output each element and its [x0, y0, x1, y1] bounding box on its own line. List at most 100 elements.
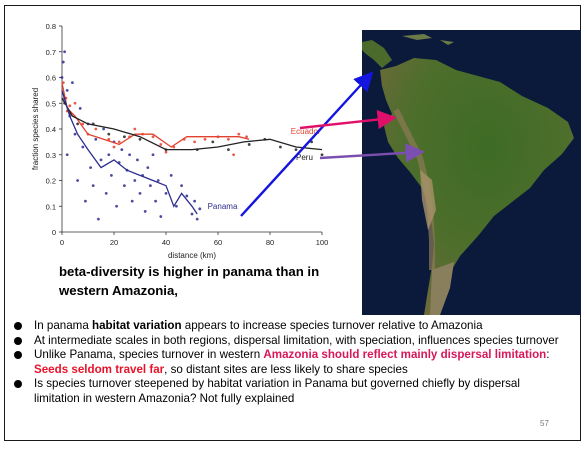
x-tick-label: 20: [110, 238, 118, 247]
data-point-panama: [169, 173, 173, 177]
data-point-panama: [133, 179, 137, 182]
data-point-panama: [154, 199, 158, 203]
data-point-panama: [159, 215, 163, 218]
patagonia-land: [430, 262, 454, 315]
data-point-panama: [120, 148, 124, 152]
x-tick-label: 100: [316, 238, 329, 247]
series-label-ecuador: Ecuador: [291, 127, 321, 136]
data-point-panama: [104, 191, 108, 195]
series-label-peru: Peru: [296, 153, 313, 162]
y-tick-label: 0.4: [46, 125, 56, 134]
data-point-panama: [156, 179, 160, 182]
bullet-text: , so distant sites are less likely to sh…: [164, 362, 408, 376]
page-number: 57: [540, 419, 549, 428]
data-point-panama: [180, 184, 184, 188]
data-point-peru: [247, 143, 251, 146]
data-point-panama: [146, 166, 150, 170]
data-point-ecuador: [151, 135, 155, 139]
bullet-text: :: [546, 348, 550, 362]
data-point-panama: [91, 184, 95, 188]
data-point-panama: [110, 173, 113, 177]
data-point-ecuador: [193, 140, 197, 144]
y-tick-label: 0.3: [46, 151, 56, 160]
bullet-text: At intermediate scales in both regions, …: [34, 333, 559, 347]
data-point-panama: [151, 153, 155, 157]
data-point-ecuador: [203, 137, 207, 141]
data-point-ecuador: [245, 135, 249, 139]
data-point-panama: [190, 212, 194, 216]
data-point-ecuador: [94, 127, 98, 131]
bullet-highlight: Seeds seldom travel far: [34, 362, 165, 376]
bullet-bold: habitat variation: [92, 319, 182, 332]
data-point-panama: [78, 107, 82, 110]
data-point-ecuador: [73, 101, 77, 105]
data-point-panama: [175, 204, 178, 208]
y-tick-label: 0.1: [46, 202, 56, 211]
south-america-map: [362, 30, 581, 315]
data-point-panama: [61, 60, 65, 64]
data-point-panama: [65, 153, 69, 157]
data-point-panama: [185, 194, 189, 198]
data-point-panama: [94, 137, 98, 141]
data-point-peru: [123, 135, 126, 139]
data-point-ecuador: [81, 122, 85, 126]
data-point-panama: [102, 127, 105, 131]
data-point-peru: [279, 145, 282, 149]
data-point-panama: [136, 158, 139, 162]
bullet-dot-icon: [14, 336, 22, 345]
caribbean-islands: [402, 34, 454, 45]
data-point-panama: [84, 199, 87, 203]
data-point-panama: [99, 158, 103, 162]
data-point-panama: [63, 50, 66, 54]
data-point-panama: [107, 153, 111, 157]
bullet-item: In panama habitat variation appears to i…: [12, 319, 567, 334]
data-point-ecuador: [107, 137, 111, 141]
bullet-item: Unlike Panama, species turnover in weste…: [12, 348, 567, 377]
bullet-dot-icon: [14, 322, 22, 330]
data-point-ecuador: [117, 140, 121, 144]
data-point-panama: [89, 166, 92, 170]
data-point-panama: [130, 199, 134, 203]
bullet-dot-icon: [14, 351, 22, 360]
data-point-ecuador: [232, 153, 236, 157]
data-point-panama: [198, 207, 202, 211]
series-ecuador: [61, 81, 249, 157]
x-axis-label: distance (km): [168, 251, 216, 260]
data-point-ecuador: [133, 127, 137, 131]
y-tick-label: 0.2: [46, 177, 56, 186]
data-point-panama: [143, 210, 147, 213]
bullet-highlight: Amazonia should reflect mainly dispersal…: [263, 348, 547, 362]
x-tick-label: 80: [266, 238, 274, 247]
data-point-peru: [138, 137, 142, 141]
central-america-land: [362, 40, 392, 68]
trend-line-panama: [61, 90, 198, 215]
data-point-peru: [227, 148, 230, 152]
data-point-ecuador: [237, 132, 241, 136]
x-tick-label: 0: [60, 238, 64, 247]
data-point-ecuador: [112, 145, 116, 149]
bullet-dot-icon: [14, 380, 22, 389]
data-point-panama: [115, 204, 118, 208]
trend-line-ecuador: [61, 82, 250, 148]
data-point-panama: [193, 199, 197, 203]
data-point-panama: [97, 217, 100, 221]
data-point-peru: [310, 140, 313, 144]
data-point-ecuador: [227, 137, 230, 141]
y-tick-label: 0.7: [46, 48, 56, 57]
bullet-text: Unlike Panama, species turnover in weste…: [34, 348, 264, 362]
y-tick-label: 0.6: [46, 74, 56, 83]
data-point-ecuador: [68, 104, 72, 108]
data-point-panama: [76, 179, 79, 182]
beta-diversity-chart: 0 0.1 0.2 0.3 0.4 0.5 0.6 0.7 0.8 0 20 40 60 80 100 dis…: [31, 22, 329, 260]
bullet-text: appears to increase species turnover rel…: [181, 319, 483, 332]
series-label-panama: Panama: [208, 202, 238, 211]
atacama-desert: [420, 170, 436, 230]
data-point-ecuador: [164, 150, 168, 154]
y-axis-label: fraction species shared: [31, 88, 40, 170]
y-tick-label: 0.5: [46, 99, 56, 108]
data-point-ecuador: [159, 143, 163, 146]
data-point-peru: [294, 148, 298, 152]
data-point-panama: [195, 217, 199, 221]
caption-text: beta-diversity is higher in panama than …: [59, 264, 320, 298]
